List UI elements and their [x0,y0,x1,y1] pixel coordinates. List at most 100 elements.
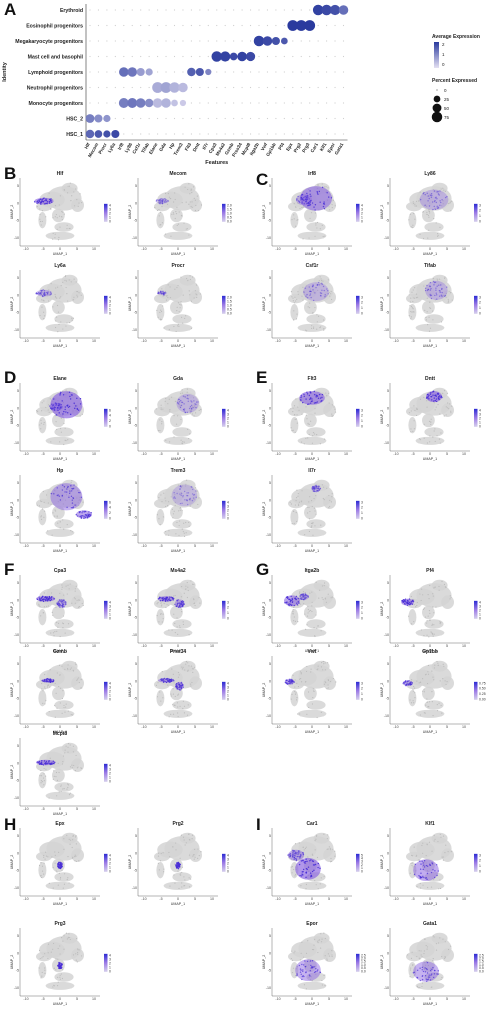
legend-tick: 2 [361,414,363,418]
color-legend-bar [356,408,360,427]
x-tick: 0 [59,339,61,343]
dot [103,114,111,123]
dot [171,99,178,107]
legend-color-tick: 2 [442,42,445,47]
legend-tick: 1.0 [479,963,484,967]
umap-plot-hp: Hp -10 -5 0 5 10 5 0 -5 -10 UMAP_1 UMAP_2 6 4 2 0 [10,467,122,557]
gene-title: Gzmb [53,649,67,655]
y-tick: -10 [14,441,19,445]
legend-tick: 2.5 [479,953,484,957]
x-tick: -5 [411,997,414,1001]
legend-size-tick: 75 [444,115,450,120]
dot [136,67,145,77]
x-axis-label: UMAP_1 [423,252,437,256]
dot-bg [190,9,192,11]
legend-tick: 1.0 [361,963,366,967]
legend-tick: 2 [361,863,363,867]
expression-highlight [158,677,184,691]
dot-bg [114,86,116,89]
y-axis-label: UMAP_2 [262,297,266,311]
gene-label: Tifab [140,142,150,154]
umap-plot-prg3: Prg3 -10 -5 0 5 10 5 0 -5 -10 UMAP_1 UMAP_2 4 3 2 1 0 [10,920,122,1010]
dot-bg [89,40,91,42]
y-tick: 0 [387,201,389,205]
legend-tick: 1 [361,215,363,219]
x-tick: 5 [76,247,78,251]
y-axis-label: UMAP_2 [262,683,266,697]
y-tick: 0 [387,951,389,955]
dot-bg [292,133,294,135]
dot-bg [190,133,192,135]
x-tick: 5 [76,544,78,548]
dot-bg [224,102,226,104]
legend-size-title: Percent Expressed [432,78,477,84]
color-legend-bar [222,600,226,619]
dot-bg [190,102,192,104]
legend-size-dot [431,111,443,123]
umap-plot-mecom: Mecom -10 -5 0 5 10 5 0 -5 -10 UMAP_1 UMAP_2 2.0 1.5 1… [128,170,240,260]
y-tick: 5 [269,834,271,838]
dot-bg [249,71,252,73]
umap-plot-dntt: Dntt -10 -5 0 5 10 5 0 -5 -10 UMAP_1 UMAP_2 4 3 2 1 0 [380,375,492,465]
gene-title: Vwf [308,649,317,655]
dot-bg [275,102,277,104]
y-axis-label: UMAP_2 [380,205,384,219]
dot-bg [266,133,269,135]
dot [94,114,103,123]
legend-tick: 2 [109,689,111,693]
x-tick: -5 [159,725,162,729]
legend-size-tick: 50 [444,106,450,111]
y-tick: -10 [14,633,19,637]
dot-bg [275,71,277,73]
legend-tick: 2 [361,506,363,510]
legend-size-dot [433,95,441,103]
dot-bg [165,117,167,120]
legend-tick: 4 [227,681,229,685]
cell-cloud [154,182,203,240]
expression-highlight [50,483,92,519]
legend-tick: 6 [109,408,111,412]
x-tick: -5 [293,644,296,648]
dot-bg [114,24,116,27]
legend-tick: 2 [227,689,229,693]
dot [152,98,163,108]
x-tick: 10 [344,997,348,1001]
x-tick: 10 [92,725,96,729]
legend-size-dot [436,89,438,91]
x-tick: 0 [177,897,179,901]
dot-bg [300,71,302,73]
y-tick: 5 [135,481,137,485]
dot-bg [114,102,116,104]
legend-tick: 0.75 [479,681,486,685]
legend-tick: 0.0 [227,219,232,223]
dot-bg [123,86,125,89]
dot-bg [342,55,345,58]
gene-label: Prg3 [301,142,311,154]
panel-label-b: B [4,164,17,183]
dot-bg [182,40,184,42]
dot-bg [199,55,201,58]
color-legend-bar [104,763,108,782]
x-tick: 5 [194,339,196,343]
legend-tick: 2 [479,608,481,612]
x-tick: -5 [293,452,296,456]
legend-tick: 4 [227,500,229,504]
y-tick: -5 [134,697,137,701]
legend-tick: 1.0 [227,303,232,307]
color-legend-bar [474,408,478,427]
x-tick: 10 [92,997,96,1001]
legend-tick: 0 [109,779,111,783]
y-tick: 5 [135,834,137,838]
y-tick: 0 [387,851,389,855]
y-tick: -10 [266,633,271,637]
dot-bg [182,71,184,73]
dot [295,20,307,31]
x-tick: 0 [429,339,431,343]
gene-title: Irf8 [308,171,316,177]
x-tick: 5 [328,997,330,1001]
legend-tick: 1 [109,307,111,311]
y-tick: -5 [16,311,19,315]
gene-label: Dntt [192,142,201,153]
x-axis-label: UMAP_1 [305,649,319,653]
y-axis-label: UMAP_2 [10,410,14,424]
